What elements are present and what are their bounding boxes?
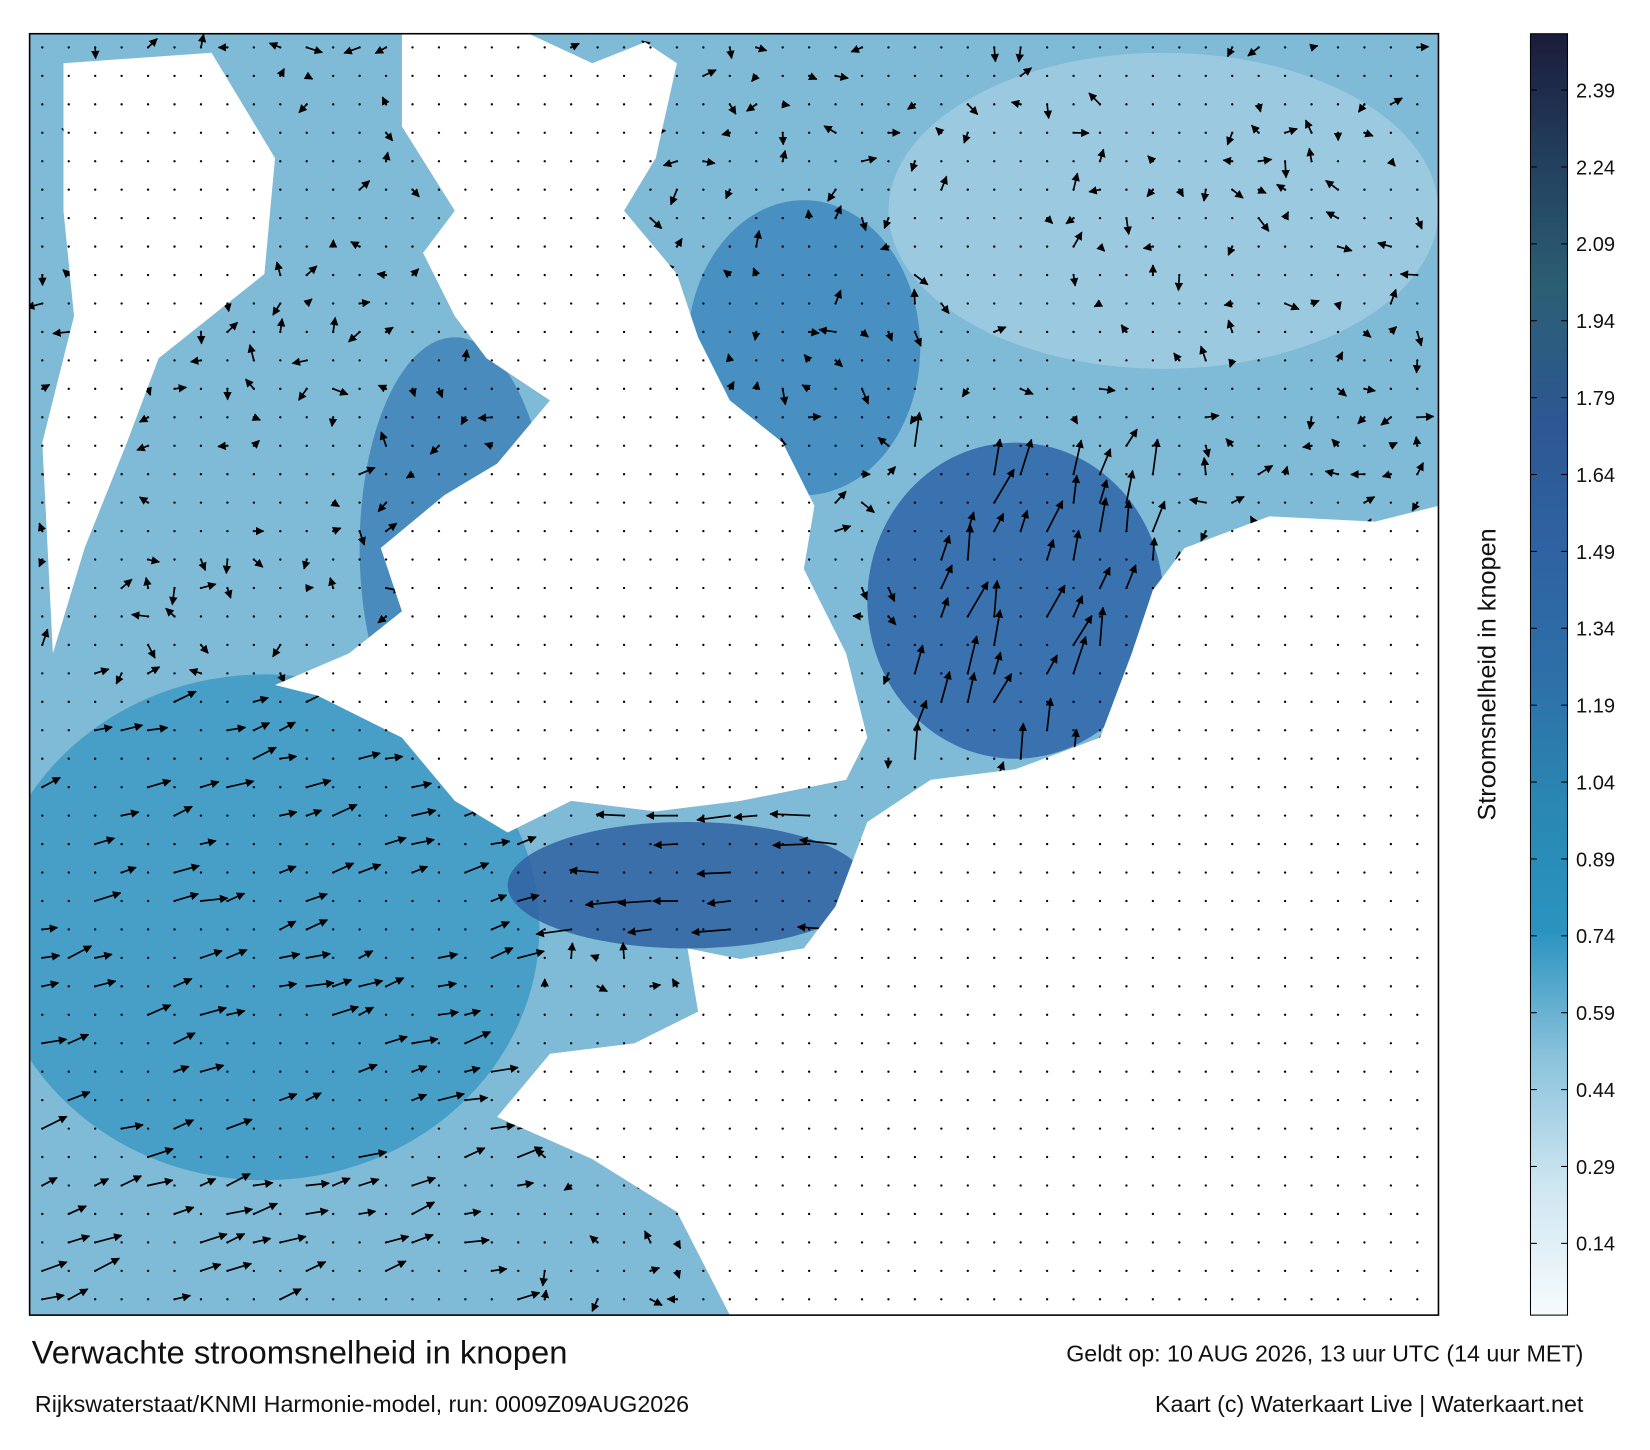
colorbar-tick-label: 1.19 — [1576, 696, 1615, 718]
map-frame — [28, 32, 1440, 1316]
colorbar-tick-label: 1.94 — [1576, 311, 1615, 333]
colorbar-tick-label: 0.59 — [1576, 1003, 1615, 1025]
model-info: Rijkswaterstaat/KNMI Harmonie-model, run… — [35, 1391, 689, 1417]
colorbar-tick-label: 1.04 — [1576, 772, 1615, 794]
land — [497, 505, 1439, 1316]
colorbar-tick-label: 0.74 — [1576, 926, 1615, 948]
credit: Kaart (c) Waterkaart Live | Waterkaart.n… — [1155, 1391, 1584, 1417]
colorbar-tick-label: 0.29 — [1576, 1157, 1615, 1179]
colorbar-tick-label: 0.14 — [1576, 1234, 1615, 1256]
land — [42, 52, 275, 654]
colorbar-tick-label: 2.09 — [1576, 234, 1615, 256]
sea — [888, 52, 1439, 369]
colorbar-tick-label: 2.24 — [1576, 157, 1615, 179]
sea — [867, 442, 1164, 759]
colorbar — [1529, 33, 1569, 1316]
colorbar-tick-label: 1.34 — [1576, 619, 1615, 641]
colorbar-tick-label: 1.49 — [1576, 542, 1615, 564]
valid-time: Geldt op: 10 AUG 2026, 13 uur UTC (14 uu… — [1066, 1341, 1583, 1367]
colorbar-tick-label: 1.79 — [1576, 388, 1615, 410]
sea — [507, 821, 868, 949]
colorbar-label: Stroomsnelheid in knopen — [1474, 528, 1502, 820]
colorbar-tick-label: 0.89 — [1576, 849, 1615, 871]
colorbar-tick-label: 0.44 — [1576, 1080, 1615, 1102]
map — [29, 33, 1439, 1316]
colorbar-tick-label: 1.64 — [1576, 465, 1615, 487]
colorbar-tick-label: 2.39 — [1576, 81, 1615, 103]
land — [275, 33, 868, 833]
grid-dots — [41, 46, 1419, 1301]
colorbar-ticks: 0.14 0.29 0.44 0.59 0.74 0.89 1.04 1.19 1.34 1.49… — [1530, 81, 1615, 1256]
map-title: Verwachte stroomsnelheid in knopen — [32, 1334, 568, 1371]
